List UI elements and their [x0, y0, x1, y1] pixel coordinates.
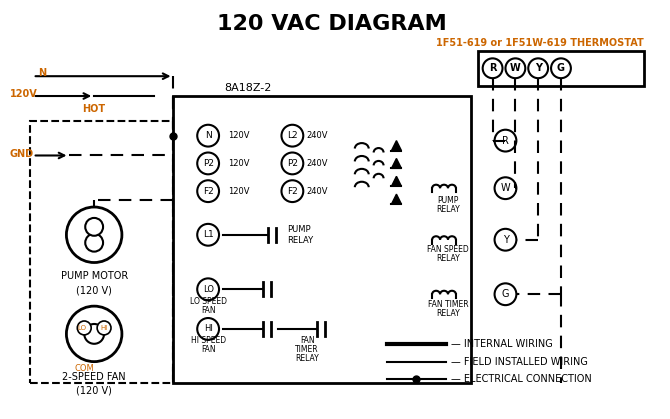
Text: HOT: HOT	[82, 104, 106, 114]
Circle shape	[482, 58, 502, 78]
Text: R: R	[502, 136, 509, 146]
Text: 2-SPEED FAN
(120 V): 2-SPEED FAN (120 V)	[62, 372, 126, 396]
Circle shape	[197, 125, 219, 147]
Text: FAN: FAN	[300, 336, 314, 345]
Circle shape	[281, 125, 304, 147]
Text: R: R	[489, 63, 496, 73]
Circle shape	[77, 321, 91, 335]
Text: HI SPEED: HI SPEED	[190, 336, 226, 345]
Bar	[29, 121, 174, 383]
Text: 120 VAC DIAGRAM: 120 VAC DIAGRAM	[217, 14, 447, 34]
Circle shape	[281, 180, 304, 202]
Circle shape	[494, 130, 517, 152]
Text: P2: P2	[287, 159, 298, 168]
Text: TIMER: TIMER	[295, 345, 319, 354]
Circle shape	[494, 229, 517, 251]
Text: L2: L2	[287, 131, 297, 140]
Text: COM: COM	[74, 364, 94, 373]
Circle shape	[197, 180, 219, 202]
Text: FAN: FAN	[201, 345, 216, 354]
Circle shape	[197, 224, 219, 246]
Text: GND: GND	[10, 148, 34, 158]
Circle shape	[66, 207, 122, 263]
Text: RELAY: RELAY	[436, 204, 460, 214]
Circle shape	[97, 321, 111, 335]
Text: HI: HI	[100, 325, 108, 331]
Circle shape	[66, 306, 122, 362]
Text: W: W	[510, 63, 521, 73]
Circle shape	[197, 318, 219, 340]
Text: — INTERNAL WIRING: — INTERNAL WIRING	[451, 339, 553, 349]
Text: PUMP: PUMP	[438, 196, 459, 204]
Text: — FIELD INSTALLED WIRING: — FIELD INSTALLED WIRING	[451, 357, 588, 367]
Circle shape	[85, 234, 103, 252]
Text: 8A18Z-2: 8A18Z-2	[224, 83, 271, 93]
Circle shape	[197, 153, 219, 174]
Text: FAN: FAN	[201, 305, 216, 315]
Circle shape	[85, 218, 103, 236]
Circle shape	[281, 153, 304, 174]
Circle shape	[551, 58, 571, 78]
Text: 240V: 240V	[306, 186, 328, 196]
Bar	[478, 52, 645, 86]
Circle shape	[197, 278, 219, 300]
Text: P2: P2	[202, 159, 214, 168]
Circle shape	[528, 58, 548, 78]
Text: 120V: 120V	[228, 131, 249, 140]
Text: W: W	[500, 183, 511, 193]
Text: G: G	[557, 63, 565, 73]
Polygon shape	[391, 158, 401, 168]
Text: FAN SPEED: FAN SPEED	[427, 245, 469, 254]
Text: 120V: 120V	[10, 89, 38, 99]
Text: N: N	[38, 68, 46, 78]
Circle shape	[494, 177, 517, 199]
Text: 120V: 120V	[228, 186, 249, 196]
Text: G: G	[502, 289, 509, 299]
Text: RELAY: RELAY	[436, 254, 460, 263]
Polygon shape	[391, 194, 401, 204]
Text: L1: L1	[203, 230, 214, 239]
Text: PUMP: PUMP	[287, 225, 311, 234]
Circle shape	[505, 58, 525, 78]
Text: 240V: 240V	[306, 159, 328, 168]
Text: RELAY: RELAY	[436, 308, 460, 318]
Polygon shape	[391, 176, 401, 186]
Circle shape	[84, 324, 104, 344]
Text: F2: F2	[203, 186, 214, 196]
Text: LO SPEED: LO SPEED	[190, 297, 226, 306]
Circle shape	[494, 283, 517, 305]
Text: LO: LO	[202, 285, 214, 294]
Polygon shape	[391, 141, 401, 150]
Text: HI: HI	[204, 324, 212, 334]
Text: Y: Y	[535, 63, 541, 73]
Bar	[174, 96, 471, 383]
Text: — ELECTRICAL CONNECTION: — ELECTRICAL CONNECTION	[451, 375, 592, 385]
Text: 1F51-619 or 1F51W-619 THERMOSTAT: 1F51-619 or 1F51W-619 THERMOSTAT	[436, 39, 644, 49]
Text: FAN TIMER: FAN TIMER	[427, 300, 468, 309]
Text: RELAY: RELAY	[287, 236, 314, 245]
Text: F2: F2	[287, 186, 297, 196]
Text: RELAY: RELAY	[295, 354, 319, 363]
Text: LO: LO	[78, 325, 86, 331]
Text: Y: Y	[502, 235, 509, 245]
Text: PUMP MOTOR
(120 V): PUMP MOTOR (120 V)	[60, 272, 128, 295]
Text: 120V: 120V	[228, 159, 249, 168]
Text: N: N	[205, 131, 212, 140]
Text: 240V: 240V	[306, 131, 328, 140]
